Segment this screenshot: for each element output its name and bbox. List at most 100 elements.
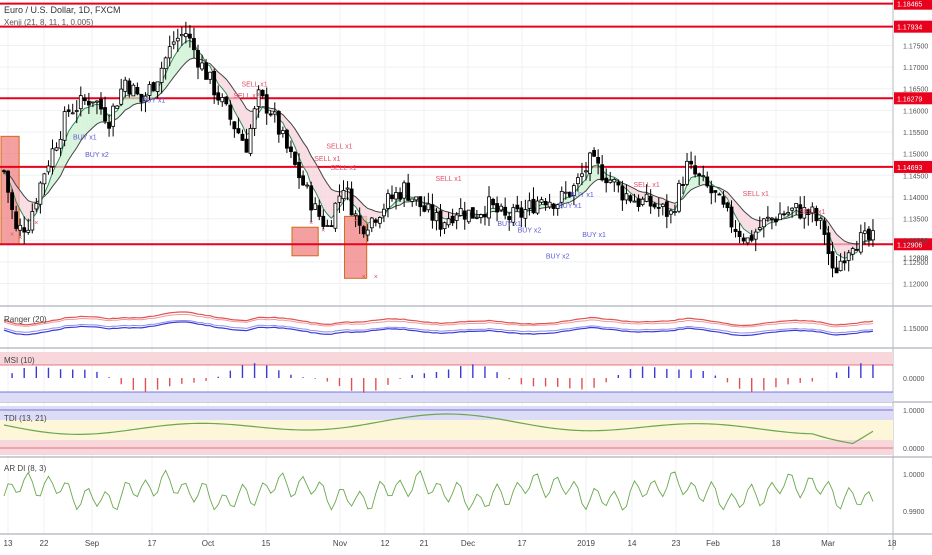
signal-label-7: SELL x1 bbox=[330, 165, 356, 172]
candle-18 bbox=[74, 100, 79, 124]
candle-20 bbox=[82, 94, 87, 105]
candle-135 bbox=[547, 193, 552, 210]
candle-115 bbox=[466, 209, 471, 224]
candle-77 bbox=[313, 197, 318, 211]
signal-label-14: BUY x1 bbox=[570, 192, 594, 199]
x-tick-0: 13 bbox=[4, 539, 13, 548]
candle-168 bbox=[681, 176, 685, 195]
candle-85 bbox=[345, 181, 350, 201]
candle-70 bbox=[285, 128, 289, 153]
candle-24 bbox=[99, 92, 103, 115]
price-tick-9: 1.13000 bbox=[903, 238, 928, 245]
signal-marker-2: × bbox=[34, 220, 38, 227]
x-tick-2: Sep bbox=[85, 539, 100, 548]
candle-199 bbox=[806, 208, 811, 226]
candle-131 bbox=[531, 187, 536, 215]
signal-label-8: SELL x1 bbox=[435, 176, 461, 183]
candle-30 bbox=[123, 76, 128, 98]
candle-61 bbox=[248, 124, 253, 157]
candle-106 bbox=[430, 193, 435, 229]
candle-190 bbox=[770, 216, 774, 230]
ardi-line bbox=[3, 469, 874, 511]
x-tick-6: Nov bbox=[333, 539, 347, 548]
candlestick-series bbox=[2, 21, 875, 278]
candle-56 bbox=[228, 100, 233, 126]
candle-117 bbox=[474, 209, 479, 220]
candle-149 bbox=[604, 168, 609, 193]
candle-51 bbox=[208, 71, 213, 85]
candle-45 bbox=[183, 21, 188, 44]
candle-129 bbox=[523, 199, 528, 228]
candle-109 bbox=[442, 221, 447, 235]
candle-144 bbox=[584, 162, 588, 181]
candle-38 bbox=[155, 81, 160, 99]
candle-195 bbox=[790, 207, 795, 218]
candle-194 bbox=[786, 206, 790, 217]
price-tick-1: 1.17000 bbox=[903, 65, 928, 72]
candle-94 bbox=[382, 203, 386, 223]
candle-206 bbox=[834, 255, 839, 274]
candle-154 bbox=[624, 184, 629, 205]
x-tick-4: Oct bbox=[202, 539, 215, 548]
candle-31 bbox=[127, 78, 132, 98]
x-tick-1: 22 bbox=[40, 539, 49, 548]
candle-35 bbox=[143, 92, 148, 113]
candle-128 bbox=[519, 201, 524, 228]
candle-107 bbox=[434, 207, 439, 231]
level-label-3: 1.14693 bbox=[897, 165, 922, 172]
candle-146 bbox=[592, 147, 596, 157]
candle-137 bbox=[555, 203, 560, 216]
current-price-label: 1.12808 bbox=[903, 256, 928, 263]
ranger-tick: 1.15000 bbox=[903, 326, 928, 333]
candle-173 bbox=[701, 165, 706, 182]
candle-150 bbox=[608, 171, 613, 184]
candle-166 bbox=[673, 204, 677, 216]
msi-upper-band bbox=[0, 352, 893, 365]
msi-lower-band bbox=[0, 392, 893, 402]
candle-25 bbox=[103, 96, 107, 125]
x-tick-10: 17 bbox=[518, 539, 527, 548]
signal-label-16: SELL x1 bbox=[743, 191, 769, 198]
x-tick-7: 12 bbox=[381, 539, 390, 548]
candle-134 bbox=[543, 198, 548, 211]
price-tick-0: 1.17500 bbox=[903, 43, 928, 50]
candle-8 bbox=[34, 197, 39, 212]
signal-label-1: BUY x2 bbox=[85, 152, 109, 159]
signal-label-10: BUY x2 bbox=[518, 227, 542, 234]
candle-152 bbox=[616, 179, 621, 193]
candle-163 bbox=[660, 202, 665, 216]
candle-157 bbox=[636, 194, 641, 212]
x-tick-12: 14 bbox=[628, 539, 637, 548]
candle-19 bbox=[78, 86, 83, 117]
signal-marker-3: × bbox=[309, 220, 313, 227]
x-tick-9: Dec bbox=[461, 539, 475, 548]
candle-176 bbox=[713, 190, 718, 203]
candle-169 bbox=[685, 152, 689, 186]
candle-55 bbox=[224, 96, 229, 106]
candle-17 bbox=[70, 103, 75, 115]
candle-208 bbox=[842, 251, 847, 271]
candle-12 bbox=[50, 139, 55, 175]
candle-104 bbox=[422, 196, 427, 213]
candle-200 bbox=[810, 202, 815, 223]
candle-80 bbox=[325, 219, 330, 227]
candle-72 bbox=[293, 151, 297, 167]
candle-133 bbox=[539, 196, 544, 205]
candle-116 bbox=[470, 207, 475, 219]
price-tick-11: 1.12000 bbox=[903, 281, 928, 288]
x-tick-17: 18 bbox=[888, 539, 897, 548]
candle-4 bbox=[18, 218, 23, 237]
candle-127 bbox=[515, 195, 520, 212]
candle-98 bbox=[398, 187, 402, 202]
candle-120 bbox=[487, 186, 491, 227]
candle-9 bbox=[38, 181, 43, 214]
candle-111 bbox=[450, 208, 455, 226]
candle-119 bbox=[483, 205, 487, 226]
candle-108 bbox=[438, 204, 443, 237]
candle-14 bbox=[58, 131, 63, 157]
candle-147 bbox=[596, 149, 601, 175]
candle-121 bbox=[491, 197, 495, 209]
candle-153 bbox=[620, 180, 625, 211]
candle-91 bbox=[369, 216, 374, 233]
